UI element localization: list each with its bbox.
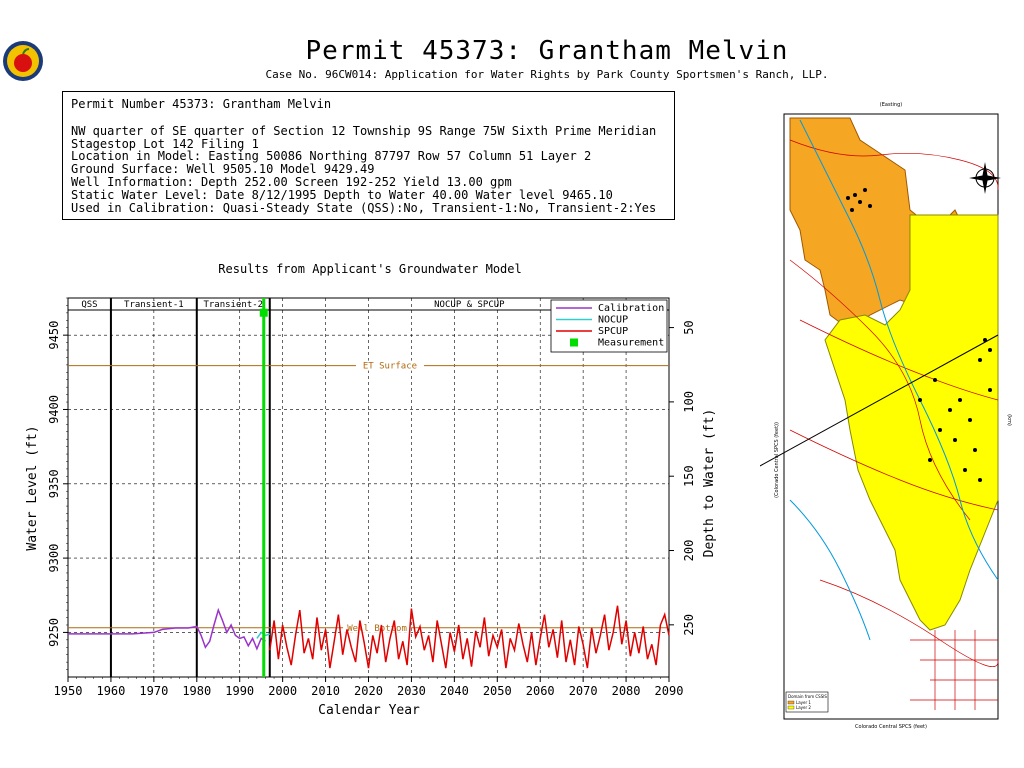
- water-level-chart: Results from Applicant's Groundwater Mod…: [25, 262, 717, 718]
- map-legend-layer2: Layer 2: [796, 705, 811, 710]
- plot-area: QSS Transient-1 Transient-2 NOCUP & SPCUP 19…: [47, 297, 696, 698]
- x-tick-label: 2090: [655, 684, 684, 698]
- x-tick-label: 2070: [569, 684, 598, 698]
- map-left-label: (Colorado Central SPCS (feet)): [774, 422, 780, 498]
- subdivision-line: Stagestop Lot 142 Filing 1: [71, 136, 259, 151]
- x-tick-label: 2000: [268, 684, 297, 698]
- permit-info-box: Permit Number 45373: Grantham Melvin NW …: [62, 91, 675, 220]
- y2-tick-label: 50: [682, 320, 696, 334]
- page-subtitle: Case No. 96CW014: Application for Water …: [265, 68, 829, 81]
- x-tick-label: 1980: [182, 684, 211, 698]
- x-tick-label: 1970: [139, 684, 168, 698]
- period-label: Transient-1: [124, 300, 184, 310]
- map-wells: [846, 188, 992, 482]
- legend-label: SPCUP: [598, 326, 628, 337]
- well-information-line: Well Information: Depth 252.00 Screen 19…: [71, 174, 512, 189]
- x-tick-label: 2080: [612, 684, 641, 698]
- x-axis-label: Calendar Year: [318, 703, 420, 718]
- legend-label: Measurement: [598, 338, 664, 349]
- y-tick-label: 9400: [47, 395, 61, 424]
- legend-swatch: [570, 338, 578, 347]
- y-axis-label: Water Level (ft): [25, 425, 40, 550]
- ground-surface-line: Ground Surface: Well 9505.10 Model 9429.…: [71, 162, 375, 177]
- model-domain-map: (Easting) (Colorado Central SPCS (feet))…: [760, 102, 1012, 730]
- x-tick-label: 2060: [526, 684, 555, 698]
- reference-label: Well Bottom: [347, 624, 407, 634]
- x-tick-label: 1960: [96, 684, 125, 698]
- map-right-label: (km): [1006, 414, 1012, 426]
- permit-number-line: Permit Number 45373: Grantham Melvin: [71, 97, 332, 111]
- model-location-line: Location in Model: Easting 50086 Northin…: [71, 149, 592, 164]
- x-tick-label: 1990: [225, 684, 254, 698]
- reference-label-bg: [343, 622, 412, 633]
- logo-icon: [3, 41, 43, 81]
- x-tick-label: 2020: [354, 684, 383, 698]
- legend-label: NOCUP: [598, 315, 628, 326]
- y-tick-label: 9250: [47, 618, 61, 647]
- series-calibration: [68, 607, 266, 651]
- compass-rose-icon: [969, 162, 1001, 194]
- period-label: NOCUP & SPCUP: [434, 300, 505, 310]
- page-title: Permit 45373: Grantham Melvin: [305, 36, 789, 66]
- measurement-point: [259, 308, 268, 317]
- map-streams: [789, 139, 999, 710]
- legend-label: Calibration: [598, 303, 664, 314]
- chart-title: Results from Applicant's Groundwater Mod…: [218, 262, 521, 276]
- period-label: Transient-2: [203, 300, 263, 310]
- x-tick-label: 2040: [440, 684, 469, 698]
- map-rivers: [789, 119, 999, 641]
- map-pointer-line: [760, 334, 999, 467]
- period-label: QSS: [81, 300, 97, 310]
- map-top-label: (Easting): [880, 102, 902, 108]
- map-bottom-label: Colorado Central SPCS (feet): [855, 724, 927, 730]
- y-tick-label: 9450: [47, 321, 61, 350]
- x-tick-label: 2050: [483, 684, 512, 698]
- map-legend: Domain from CSSIS Layer 1 Layer 2: [785, 691, 829, 713]
- map-legend-title: Domain from CSSIS: [788, 694, 827, 699]
- reference-label: ET Surface: [363, 362, 417, 372]
- y2-tick-label: 200: [682, 540, 696, 562]
- y2-tick-label: 100: [682, 391, 696, 413]
- series-spcup: [269, 605, 670, 669]
- y-tick-label: 9300: [47, 544, 61, 573]
- x-tick-label: 2010: [311, 684, 340, 698]
- x-tick-label: 2030: [397, 684, 426, 698]
- y-tick-label: 9350: [47, 469, 61, 498]
- y2-tick-label: 250: [682, 614, 696, 636]
- x-tick-label: 1950: [54, 684, 83, 698]
- y2-tick-label: 150: [682, 465, 696, 487]
- y2-axis-label: Depth to Water (ft): [702, 409, 717, 558]
- calibration-use-line: Used in Calibration: Quasi-Steady State …: [71, 200, 657, 215]
- map-layer2-region: [824, 214, 999, 631]
- reference-label-bg: [355, 360, 424, 371]
- legal-description-line: NW quarter of SE quarter of Section 12 T…: [71, 123, 657, 138]
- map-legend-layer1: Layer 1: [796, 700, 811, 705]
- static-water-level-line: Static Water Level: Date 8/12/1995 Depth…: [71, 187, 613, 202]
